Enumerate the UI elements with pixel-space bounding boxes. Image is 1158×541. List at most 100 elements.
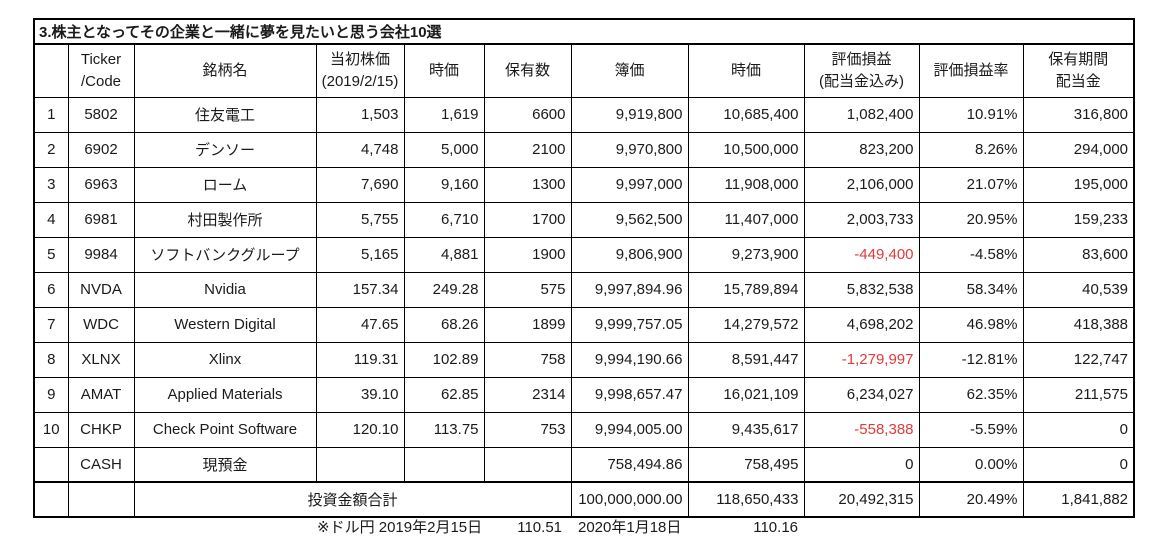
cell-market-value: 11,407,000 [687, 201, 805, 238]
cell-dividends: 0 [1022, 446, 1135, 483]
col-header-shares: 保有数 [483, 43, 572, 98]
cell-shares: 6600 [483, 96, 572, 133]
table-row: 7 WDC Western Digital 47.65 68.26 1899 9,999,7… [33, 306, 1135, 343]
cell-shares: 1300 [483, 166, 572, 203]
cell-book-value: 9,806,900 [570, 236, 689, 273]
table-row: 1 5802 住友電工 1,503 1,619 6600 9,919,800 10,685,4… [33, 96, 1135, 133]
cell-market-value: 10,685,400 [687, 96, 805, 133]
cell-dividends: 0 [1022, 411, 1135, 448]
cell-name: 住友電工 [133, 96, 317, 133]
cell-shares [483, 446, 572, 483]
cell-initial-price: 120.10 [315, 411, 405, 448]
cell-shares: 2100 [483, 131, 572, 168]
cell-market-value: 8,591,447 [687, 341, 805, 378]
table-row: 2 6902 デンソー 4,748 5,000 2100 9,970,800 10,500,0… [33, 131, 1135, 168]
cell-initial-price: 4,748 [315, 131, 405, 168]
cell-dividends: 316,800 [1022, 96, 1135, 133]
portfolio-table: 3.株主となってその企業と一緒に夢を見たいと思う会社10選 Ticker /Co… [33, 18, 1136, 518]
cell-price: 9,160 [403, 166, 485, 203]
cell-dividends: 159,233 [1022, 201, 1135, 238]
cell-name: Check Point Software [133, 411, 317, 448]
cell-shares: 1700 [483, 201, 572, 238]
cell-name: Xlinx [133, 341, 317, 378]
col-header-book-value: 簿価 [570, 43, 689, 98]
cell-initial-price: 39.10 [315, 376, 405, 413]
cell-gain-pct: -4.58% [918, 236, 1024, 273]
col-header-name: 銘柄名 [133, 43, 317, 98]
cell-book-value: 9,997,894.96 [570, 271, 689, 308]
total-label: 投資金額合計 [133, 481, 572, 518]
cell-dividends: 40,539 [1022, 271, 1135, 308]
cell-market-value: 16,021,109 [687, 376, 805, 413]
cell-name: ソフトバンクグループ [133, 236, 317, 273]
cell-no: 4 [33, 201, 69, 238]
cell-initial-price [315, 446, 405, 483]
cell-gain-pct: 21.07% [918, 166, 1024, 203]
table-row: 5 9984 ソフトバンクグループ 5,165 4,881 1900 9,806,900 9,… [33, 236, 1135, 273]
cell-ticker [67, 481, 135, 518]
cell-price: 68.26 [403, 306, 485, 343]
cell-dividends: 211,575 [1022, 376, 1135, 413]
cell-shares: 575 [483, 271, 572, 308]
cell-ticker: 5802 [67, 96, 135, 133]
cell-book-value: 9,994,190.66 [570, 341, 689, 378]
cell-ticker: 9984 [67, 236, 135, 273]
cell-gain: -1,279,997 [803, 341, 920, 378]
cell-no [33, 481, 69, 518]
table-row: 9 AMAT Applied Materials 39.10 62.85 2314 9,99… [33, 376, 1135, 413]
total-row: 投資金額合計 100,000,000.00 118,650,433 20,492,31… [33, 481, 1135, 518]
table-row: 6 NVDA Nvidia 157.34 249.28 575 9,997,894.96 15… [33, 271, 1135, 308]
cell-book-value: 9,970,800 [570, 131, 689, 168]
usd-jpy-rate-2019: 110.51 [517, 519, 562, 536]
usd-jpy-note-2019: ※ドル円 2019年2月15日 [317, 519, 483, 536]
cell-gain: -558,388 [803, 411, 920, 448]
col-header-dividends: 保有期間 配当金 [1022, 43, 1135, 98]
cell-initial-price: 5,755 [315, 201, 405, 238]
cell-initial-price: 7,690 [315, 166, 405, 203]
cell-price: 1,619 [403, 96, 485, 133]
table-row: CASH 現預金 758,494.86 758,495 0 0.00% 0 [33, 446, 1135, 483]
cell-initial-price: 119.31 [315, 341, 405, 378]
cell-dividends: 195,000 [1022, 166, 1135, 203]
col-header-initial-price: 当初株価 (2019/2/15) [315, 43, 405, 98]
cell-gain-pct: -5.59% [918, 411, 1024, 448]
cell-shares: 1900 [483, 236, 572, 273]
cell-gain-pct: 0.00% [918, 446, 1024, 483]
cell-gain: 823,200 [803, 131, 920, 168]
cell-ticker: XLNX [67, 341, 135, 378]
cell-price: 102.89 [403, 341, 485, 378]
title-row: 3.株主となってその企業と一緒に夢を見たいと思う会社10選 [33, 18, 1135, 45]
header-row: Ticker /Code 銘柄名 当初株価 (2019/2/15) 時価 保有数 簿価 時価… [33, 43, 1135, 98]
footnote-2020: 2020年1月18日 110.16 [578, 516, 798, 540]
cell-market-value: 118,650,433 [687, 481, 805, 518]
cell-ticker: 6963 [67, 166, 135, 203]
col-header-row-no [33, 43, 69, 98]
cell-name: デンソー [133, 131, 317, 168]
cell-name: ローム [133, 166, 317, 203]
cell-dividends: 83,600 [1022, 236, 1135, 273]
cell-name: Applied Materials [133, 376, 317, 413]
cell-price: 4,881 [403, 236, 485, 273]
cell-initial-price: 157.34 [315, 271, 405, 308]
usd-jpy-date-2020: 2020年1月18日 [578, 519, 682, 536]
cell-name: Western Digital [133, 306, 317, 343]
cell-gain-pct: 62.35% [918, 376, 1024, 413]
col-header-market-value: 時価 [687, 43, 805, 98]
cell-book-value: 758,494.86 [570, 446, 689, 483]
cell-no: 2 [33, 131, 69, 168]
cell-market-value: 15,789,894 [687, 271, 805, 308]
cell-book-value: 9,998,657.47 [570, 376, 689, 413]
cell-dividends: 1,841,882 [1022, 481, 1135, 518]
table-row: 10 CHKP Check Point Software 120.10 113.75 75… [33, 411, 1135, 448]
cell-price [403, 446, 485, 483]
cell-no: 1 [33, 96, 69, 133]
cell-shares: 1899 [483, 306, 572, 343]
cell-name: Nvidia [133, 271, 317, 308]
cell-gain: 5,832,538 [803, 271, 920, 308]
cell-book-value: 9,999,757.05 [570, 306, 689, 343]
cell-initial-price: 5,165 [315, 236, 405, 273]
cell-price: 249.28 [403, 271, 485, 308]
usd-jpy-rate-2020: 110.16 [753, 519, 798, 536]
cell-book-value: 9,562,500 [570, 201, 689, 238]
